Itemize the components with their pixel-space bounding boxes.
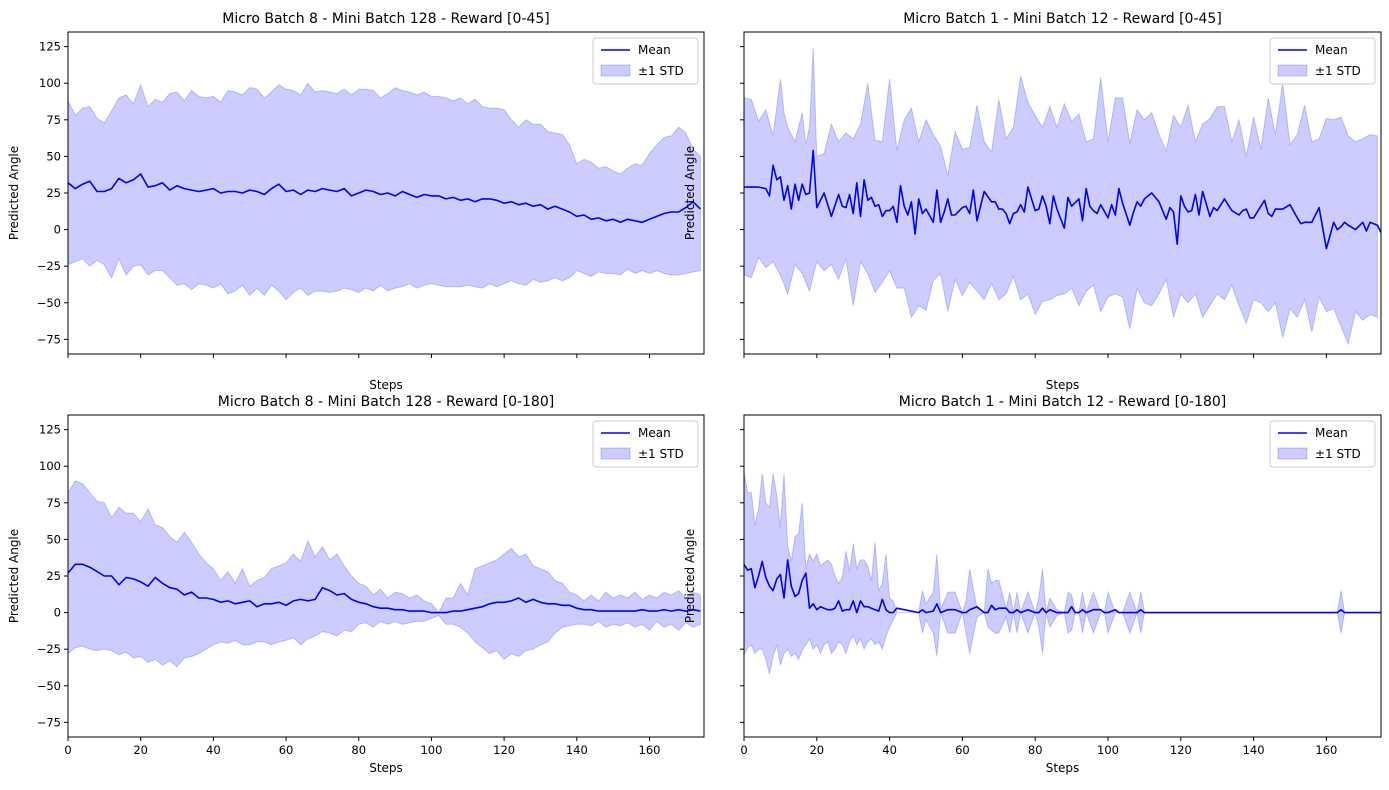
mean-line	[68, 563, 701, 614]
legend-mean-label: Mean	[1315, 43, 1348, 57]
y-tick-label: 50	[46, 149, 61, 163]
x-tick-label: 140	[566, 743, 588, 757]
subplot-title: Micro Batch 8 - Mini Batch 128 - Reward …	[218, 394, 554, 410]
x-tick-label: 40	[882, 743, 897, 757]
x-tick-label: 0	[64, 743, 71, 757]
subplot-4: 0 20 40 60 80 100 120 140 160 Micro Batch 1 - Min…	[683, 394, 1382, 775]
x-tick-label: 40	[206, 743, 221, 757]
y-axis-label: Predicted Angle	[683, 529, 697, 623]
legend: Mean ±1 STD	[1269, 420, 1376, 468]
x-tick-label: 160	[1315, 743, 1337, 757]
y-tick-label: 50	[46, 532, 61, 546]
x-axis-label: Steps	[1046, 378, 1080, 392]
x-tick-label: 20	[133, 743, 148, 757]
legend-std-swatch	[600, 447, 631, 460]
std-band	[68, 82, 701, 301]
y-tick-label: −75	[37, 715, 61, 729]
y-tick-label: 125	[39, 423, 61, 437]
mean-line	[744, 149, 1381, 250]
std-band	[744, 472, 1381, 675]
y-tick-label: 100	[39, 76, 61, 90]
legend-std-label: ±1 STD	[638, 64, 684, 78]
y-tick-label: 100	[39, 459, 61, 473]
x-tick-label: 60	[279, 743, 294, 757]
x-tick-label: 120	[1170, 743, 1192, 757]
legend-std-label: ±1 STD	[1315, 447, 1361, 461]
y-axis-label: Predicted Angle	[683, 146, 697, 240]
y-tick-label: −50	[37, 296, 61, 310]
x-tick-label: 80	[1028, 743, 1043, 757]
legend-mean-label: Mean	[638, 43, 671, 57]
x-tick-label: 80	[351, 743, 366, 757]
y-tick-label: −75	[37, 332, 61, 346]
std-band	[68, 480, 701, 668]
subplot-2: Micro Batch 1 - Mini Batch 12 - Reward […	[683, 11, 1382, 392]
x-tick-label: 60	[955, 743, 970, 757]
subplot-1: −75 −50 −25 0 25 50 75 100 125 Micro Batch 8 - Mi…	[7, 11, 705, 392]
y-tick-label: −25	[37, 642, 61, 656]
y-axis-label: Predicted Angle	[7, 529, 21, 623]
legend-mean-label: Mean	[638, 426, 671, 440]
x-tick-label: 120	[493, 743, 515, 757]
subplot-title: Micro Batch 1 - Mini Batch 12 - Reward […	[903, 11, 1222, 27]
subplot-3: −75 −50 −25 0 25 50 75 100 125 0 20 40 60 80 100 120 140…	[7, 394, 705, 775]
y-tick-label: 75	[46, 496, 61, 510]
x-tick-label: 100	[420, 743, 442, 757]
legend-std-label: ±1 STD	[638, 447, 684, 461]
y-tick-label: 25	[46, 186, 61, 200]
x-tick-label: 0	[740, 743, 747, 757]
y-tick-label: −25	[37, 259, 61, 273]
x-tick-label: 160	[639, 743, 661, 757]
x-tick-label: 140	[1243, 743, 1265, 757]
legend: Mean ±1 STD	[592, 37, 699, 85]
x-tick-label: 100	[1097, 743, 1119, 757]
legend-std-swatch	[600, 64, 631, 77]
legend-std-swatch	[1277, 447, 1308, 460]
legend: Mean ±1 STD	[1269, 37, 1376, 85]
std-band	[744, 48, 1378, 346]
x-axis-label: Steps	[369, 378, 403, 392]
mean-line	[744, 559, 1381, 614]
y-tick-label: −50	[37, 679, 61, 693]
y-axis-label: Predicted Angle	[7, 146, 21, 240]
y-tick-label: 0	[54, 223, 61, 237]
y-tick-label: 25	[46, 569, 61, 583]
subplot-title: Micro Batch 1 - Mini Batch 12 - Reward […	[899, 394, 1227, 410]
legend: Mean ±1 STD	[592, 420, 699, 468]
y-tick-label: 125	[39, 40, 61, 54]
x-tick-label: 20	[809, 743, 824, 757]
x-axis-label: Steps	[369, 761, 403, 775]
legend-mean-label: Mean	[1315, 426, 1348, 440]
y-tick-label: 75	[46, 113, 61, 127]
legend-std-label: ±1 STD	[1315, 64, 1361, 78]
subplot-title: Micro Batch 8 - Mini Batch 128 - Reward …	[222, 11, 550, 27]
legend-std-swatch	[1277, 64, 1308, 77]
mean-line	[68, 173, 701, 224]
y-tick-label: 0	[54, 606, 61, 620]
x-axis-label: Steps	[1046, 761, 1080, 775]
